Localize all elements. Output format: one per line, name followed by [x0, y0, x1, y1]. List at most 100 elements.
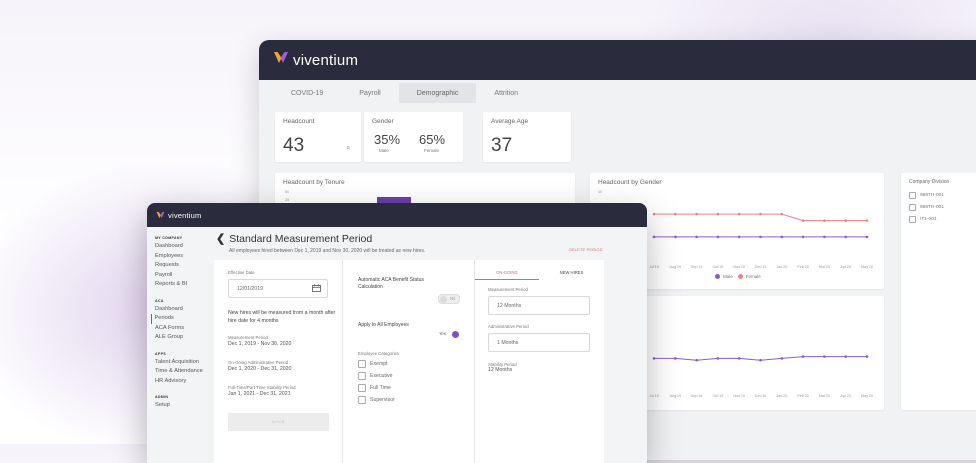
tab-attrition[interactable]: Attrition — [494, 90, 519, 97]
aca-topbar: viventium — [147, 203, 647, 227]
right-admin-input[interactable]: 1 Months — [488, 333, 590, 352]
division-option[interactable]: IT1-001 — [909, 216, 944, 223]
legend-female-label: Female — [745, 274, 761, 279]
male-label: Male — [379, 148, 389, 153]
headcount-card: Headcount 43 0 — [275, 112, 361, 162]
back-chevron-icon[interactable]: ❮ — [216, 233, 226, 245]
measurement-period-value: Dec 1, 2019 - Nov 30, 2020 — [228, 341, 292, 347]
auto-calc-toggle[interactable]: No — [438, 294, 460, 304]
data-point — [674, 212, 677, 216]
sidebar-item-talent-acquisition[interactable]: Talent Acquisition — [155, 358, 199, 365]
category-full-time[interactable]: Full Time — [358, 384, 395, 392]
checkbox-icon — [358, 360, 366, 368]
measurement-period-label: Measurement Period — [228, 335, 268, 340]
headcount-value: 43 — [283, 135, 305, 156]
data-point — [844, 355, 847, 358]
gender-chart-title: Headcount by Gender — [598, 179, 662, 186]
admin-period-value: Dec 1, 2020 - Dec 31, 2020 — [228, 366, 292, 372]
sidebar-section-header: ADMIN — [155, 395, 169, 399]
tab-demographic[interactable]: Demographic — [398, 83, 477, 103]
data-point — [865, 235, 869, 239]
x-tick-label: Feb'20 — [797, 265, 809, 269]
sidebar-item-time-attendance[interactable]: Time & Attendance — [155, 368, 203, 374]
average-age-value: 37 — [491, 135, 513, 156]
checkbox-icon — [358, 396, 366, 404]
page-title: ❮ Standard Measurement Period — [216, 232, 372, 245]
period-tabs: ON-GOING NEW HIRES — [475, 268, 604, 280]
sidebar-item-aca-dashboard[interactable]: Dashboard — [155, 305, 183, 312]
tenure-y-tick-1: 25 — [285, 198, 290, 202]
x-tick-label: Jan'20 — [776, 394, 787, 398]
tenure-bar — [377, 197, 411, 205]
data-point — [780, 235, 784, 239]
x-tick-label: Jan'20 — [776, 265, 787, 269]
data-point — [652, 212, 656, 216]
category-supervisor[interactable]: Supervisor — [358, 396, 395, 404]
x-tick-label: Jul'19 — [649, 394, 659, 398]
data-point — [865, 219, 869, 222]
sidebar-item-aca-forms[interactable]: ACA Forms — [155, 324, 185, 331]
data-point — [801, 235, 805, 239]
sidebar-item-setup[interactable]: Setup — [155, 402, 170, 408]
x-tick-label: Mar'20 — [819, 394, 831, 398]
data-point — [716, 235, 720, 239]
data-point — [801, 355, 805, 358]
x-tick-label: Dec'19 — [755, 265, 767, 269]
sidebar: MY COMPANY Dashboard Employees Requests … — [147, 227, 215, 463]
tenure-chart-title: Headcount by Tenure — [283, 179, 345, 186]
effective-date-input[interactable]: 12/01/2019 — [228, 279, 328, 298]
toggle-knob — [440, 295, 447, 303]
dashboard-tabs: COVID-19 Payroll Demographic Attrition — [273, 81, 976, 103]
apply-all-toggle[interactable]: Yes — [438, 329, 460, 339]
male-percent: 35% — [374, 132, 401, 147]
sidebar-item-employees[interactable]: Employees — [155, 252, 184, 259]
headcount-sub: 0 — [347, 145, 350, 150]
sidebar-item-ale-group[interactable]: ALE Group — [155, 334, 184, 340]
save-button[interactable]: SAVE — [228, 413, 329, 431]
checkbox-icon — [358, 372, 366, 380]
right-admin-value: 1 Months — [497, 339, 519, 346]
x-tick-label: Apr'20 — [840, 394, 851, 398]
checkbox-icon — [909, 216, 916, 223]
sidebar-item-reports[interactable]: Reports & BI — [155, 281, 188, 287]
data-point — [844, 219, 847, 222]
gender-legend: Male Female — [715, 274, 761, 279]
viventium-logo-icon — [156, 206, 165, 224]
x-tick-label: Oct'19 — [712, 394, 723, 398]
division-option[interactable]: 988TH-001 — [909, 204, 944, 211]
gender-title: Gender — [372, 118, 394, 125]
trend-line-chart: Jul'19 Aug'19 Sep'19 Oct'19 Nov'19 Dec'19 Jan'… — [649, 355, 873, 398]
data-point — [759, 358, 762, 362]
data-point — [674, 357, 677, 360]
sidebar-section-header: ACA — [155, 298, 164, 303]
period-description: New hires will be measured from a month … — [228, 310, 336, 324]
category-exempt[interactable]: Exempt — [358, 360, 395, 368]
checkbox-icon — [358, 384, 366, 392]
category-executive[interactable]: Executive — [358, 372, 395, 380]
female-percent: 65% — [419, 132, 446, 147]
sidebar-item-hr-advisory[interactable]: HR Advisory — [155, 377, 187, 384]
tab-covid[interactable]: COVID-19 — [291, 90, 324, 97]
calendar-icon[interactable] — [312, 284, 321, 292]
tab-new-hires[interactable]: NEW HIRES — [559, 270, 584, 275]
delete-period-link[interactable]: DELETE PERIOD — [569, 247, 603, 252]
sidebar-item-dashboard[interactable]: Dashboard — [155, 243, 183, 249]
sidebar-item-requests[interactable]: Requests — [155, 262, 180, 268]
x-tick-label: May'20 — [861, 394, 873, 398]
right-measurement-input[interactable]: 12 Months — [488, 296, 590, 315]
data-point — [823, 219, 826, 222]
sidebar-item-payroll[interactable]: Payroll — [155, 271, 173, 278]
employee-categories-list: Exempt Executive Full Time Supervisor — [358, 360, 395, 408]
tab-payroll[interactable]: Payroll — [359, 90, 381, 97]
legend-male-label: Male — [723, 274, 733, 279]
category-label: Exempt — [370, 361, 388, 367]
data-point — [652, 235, 656, 239]
data-point — [759, 212, 762, 216]
data-point — [737, 235, 741, 239]
tab-on-going[interactable]: ON-GOING — [475, 268, 539, 280]
legend-female-swatch — [737, 274, 743, 279]
sidebar-section-header: APPS — [155, 351, 166, 356]
sidebar-item-periods[interactable]: Periods — [150, 314, 216, 324]
division-option[interactable]: 988TH-001 — [909, 192, 944, 199]
female-label: Female — [424, 148, 440, 153]
